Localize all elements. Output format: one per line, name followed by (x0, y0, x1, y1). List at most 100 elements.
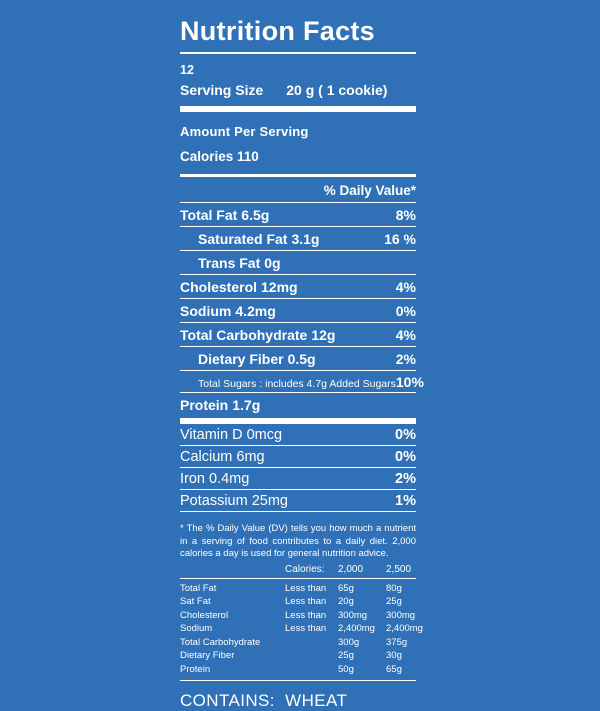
nutrient-name: Saturated Fat (198, 231, 288, 247)
serving-size-row: Serving Size 20 g ( 1 cookie) (180, 82, 416, 98)
vitamin-dv: 0% (395, 449, 416, 465)
separator (180, 679, 416, 681)
ref-cell: 300g (338, 636, 360, 648)
nutrient-dv: 4% (395, 327, 416, 343)
ref-cell: 20g (338, 596, 354, 608)
vitamin-row-calcium: Calcium 6mg 0% (180, 446, 416, 468)
ref-cell: 65g (386, 664, 402, 676)
nutrient-row-total-sugars: Total Sugars : includes 4.7g Added Sugar… (180, 371, 424, 393)
title-separator (180, 52, 416, 54)
ref-cell: 25g (338, 650, 354, 662)
nutrient-amount: 6.5g (241, 207, 270, 223)
nutrient-row-protein: Protein 1.7g (180, 393, 416, 416)
ref-cell: 300mg (386, 609, 416, 621)
nutrient-dv: 10% (395, 374, 424, 390)
nutrient-row-saturated-fat: Saturated Fat 3.1g 16 % (180, 227, 416, 251)
ref-cell: 300mg (338, 609, 368, 621)
reference-header-2500: 2,500 (386, 563, 412, 575)
ref-cell: Sat Fat (180, 596, 211, 608)
nutrient-dv: 0% (395, 303, 416, 319)
daily-value-header: % Daily Value* (323, 183, 416, 198)
reference-row-sodium: Sodium Less than 2,400mg 2,400mg (180, 622, 423, 636)
nutrient-dv: 8% (395, 207, 416, 223)
ref-cell: 30g (386, 650, 402, 662)
nutrient-amount: 1.7g (232, 397, 261, 413)
reference-row-total-fat: Total Fat Less than 65g 80g (180, 582, 416, 596)
vitamin-name: Calcium 6mg (180, 449, 265, 465)
ref-cell: 50g (338, 664, 354, 676)
ref-cell: 2,400mg (338, 623, 375, 635)
nutrition-facts-label: Nutrition Facts 12 Serving Size 20 g ( 1… (180, 16, 424, 711)
ref-cell: 2,400mg (386, 623, 423, 635)
nutrient-name: Total Carbohydrate (180, 327, 308, 343)
serving-size-value: 20 g ( 1 cookie) (286, 82, 388, 98)
calories-line: Calories 110 (180, 149, 259, 164)
nutrient-row-total-carbohydrate: Total Carbohydrate 12g 4% (180, 323, 416, 347)
nutrient-amount: 4.2mg (235, 303, 276, 319)
nutrient-amount: 0.5g (287, 351, 316, 367)
ref-cell: Less than (285, 582, 327, 594)
nutrient-dv: 2% (395, 351, 416, 367)
nutrient-name: Total Fat (180, 207, 238, 223)
nutrient-amount: 0g (264, 255, 281, 271)
ref-cell: Total Fat (180, 582, 217, 594)
vitamin-dv: 1% (395, 493, 416, 509)
nutrient-row-trans-fat: Trans Fat 0g (180, 251, 416, 275)
nutrient-name: Cholesterol (180, 279, 258, 295)
ref-cell: Less than (285, 596, 327, 608)
nutrient-row-cholesterol: Cholesterol 12mg 4% (180, 275, 416, 299)
separator (180, 202, 416, 203)
nutrient-name: Sodium (180, 303, 232, 319)
nutrient-name: Protein (180, 397, 229, 413)
vitamin-name: Iron 0.4mg (180, 471, 250, 487)
nutrient-row-dietary-fiber: Dietary Fiber 0.5g 2% (180, 347, 416, 371)
reference-header-calories: Calories: (285, 563, 325, 575)
reference-table: Total Fat Less than 65g 80g Sat Fat Less… (180, 582, 423, 677)
serving-size-label: Serving Size (180, 82, 264, 98)
nutrient-name: Trans Fat (198, 255, 261, 271)
separator (180, 577, 416, 579)
vitamin-name: Potassium 25mg (180, 493, 288, 509)
reference-row-cholesterol: Cholesterol Less than 300mg 300mg (180, 609, 416, 623)
vitamin-dv: 0% (395, 427, 416, 443)
ref-cell: Less than (285, 609, 327, 621)
vitamin-row-vitamin-d: Vitamin D 0mcg 0% (180, 424, 416, 446)
reference-row-protein: Protein 50g 65g (180, 663, 416, 677)
nutrient-dv: 16 % (384, 231, 416, 247)
ref-cell: Total Carbohydrate (180, 636, 261, 648)
nutrient-dv: 4% (395, 279, 416, 295)
ref-cell: Less than (285, 623, 327, 635)
ref-cell: Dietary Fiber (180, 650, 235, 662)
nutrient-amount: 12g (311, 327, 336, 343)
reference-row-sat-fat: Sat Fat Less than 20g 25g (180, 595, 416, 609)
label-title: Nutrition Facts (180, 16, 376, 46)
reference-row-total-carbohydrate: Total Carbohydrate 300g 375g (180, 636, 416, 650)
amount-per-serving: Amount Per Serving (180, 124, 309, 139)
ref-cell: 80g (386, 582, 402, 594)
nutrient-name: Dietary Fiber (198, 351, 284, 367)
ref-cell (285, 636, 338, 650)
nutrient-amount: 12mg (261, 279, 298, 295)
nutrient-row-total-fat: Total Fat 6.5g 8% (180, 203, 416, 227)
ref-cell: 375g (386, 636, 408, 648)
ref-cell (285, 649, 338, 663)
ref-cell: 25g (386, 596, 402, 608)
vitamin-dv: 2% (395, 471, 416, 487)
vitamin-name: Vitamin D 0mcg (180, 427, 283, 443)
reference-table-header: Calories: 2,000 2,500 (180, 564, 416, 578)
thick-divider-bottom (180, 418, 416, 424)
ref-cell: 65g (338, 582, 354, 594)
vitamin-row-iron: Iron 0.4mg 2% (180, 468, 416, 490)
ref-cell (285, 663, 338, 677)
screenshot-root: { "colors": { "background": "#2F70B6", "… (180, 17, 424, 710)
vitamin-row-potassium: Potassium 25mg 1% (180, 490, 416, 512)
nutrient-row-sodium: Sodium 4.2mg 0% (180, 299, 416, 323)
reference-header-2000: 2,000 (338, 563, 364, 575)
calories-separator (180, 174, 416, 177)
ref-cell: Cholesterol (180, 609, 229, 621)
nutrient-name: Total Sugars : includes 4.7g Added Sugar… (198, 378, 396, 390)
allergen-statement: CONTAINS: WHEAT (180, 690, 348, 710)
thick-divider-top (180, 106, 416, 112)
reference-row-dietary-fiber: Dietary Fiber 25g 30g (180, 649, 416, 663)
nutrient-amount: 3.1g (291, 231, 320, 247)
